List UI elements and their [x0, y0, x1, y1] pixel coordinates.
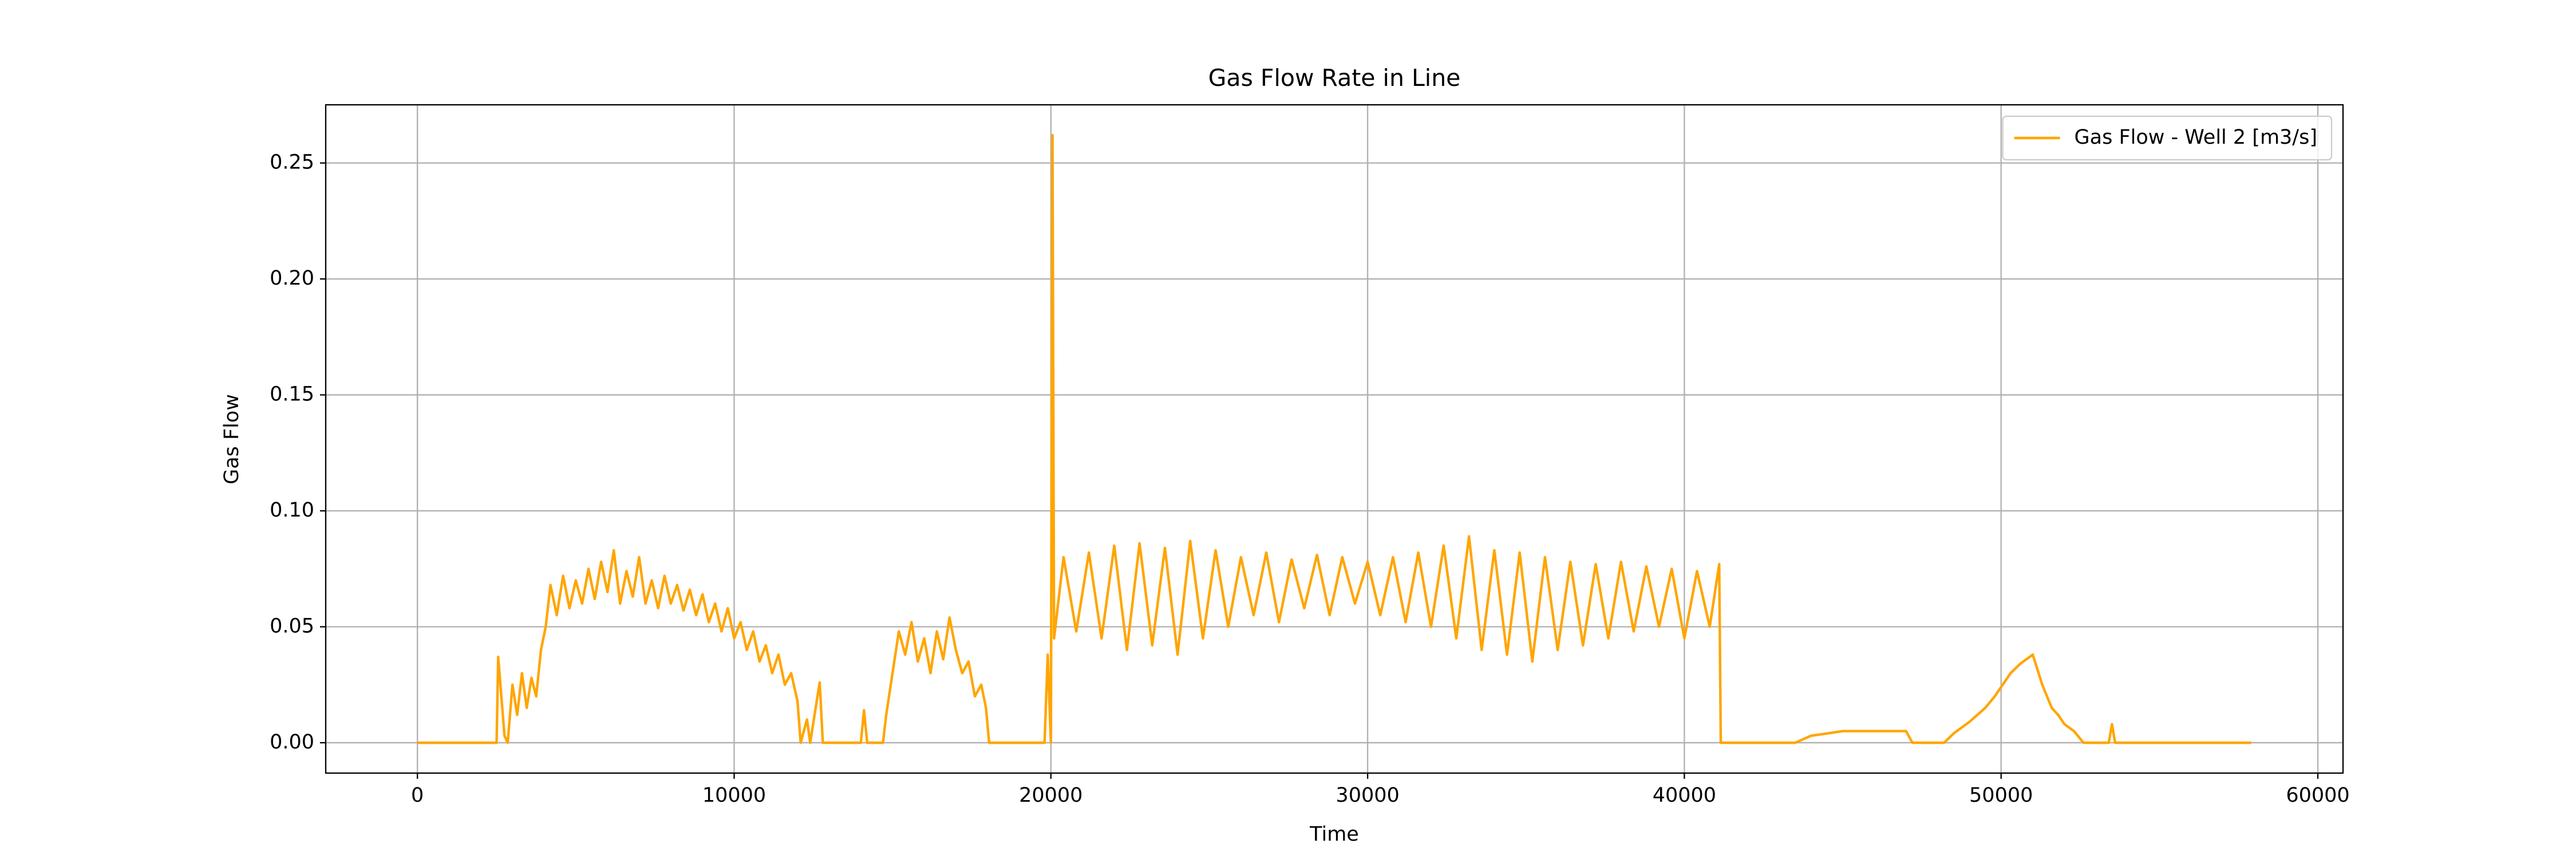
x-tick-label: 40000: [1653, 784, 1716, 807]
x-tick-label: 60000: [2286, 784, 2349, 807]
data-line: [417, 133, 2251, 744]
y-tick-label: 0.20: [270, 267, 314, 290]
x-tick-label: 30000: [1336, 784, 1399, 807]
x-tick-label: 0: [411, 784, 424, 807]
x-tick-label: 50000: [1969, 784, 2033, 807]
chart-title: Gas Flow Rate in Line: [1208, 64, 1461, 92]
x-tick-label: 10000: [702, 784, 766, 807]
y-tick-label: 0.25: [270, 151, 314, 174]
y-tick-label: 0.15: [270, 383, 314, 406]
y-tick-label: 0.05: [270, 614, 314, 637]
legend: [2002, 115, 2333, 161]
legend-label: Gas Flow - Well 2 [m3/s]: [2075, 126, 2317, 149]
plot-frame: [325, 104, 2344, 774]
x-axis-label: Time: [1309, 823, 1359, 846]
y-tick-label: 0.00: [270, 731, 314, 754]
y-axis-label: Gas Flow: [220, 394, 243, 484]
x-tick-label: 20000: [1019, 784, 1082, 807]
y-tick-label: 0.10: [270, 499, 314, 522]
